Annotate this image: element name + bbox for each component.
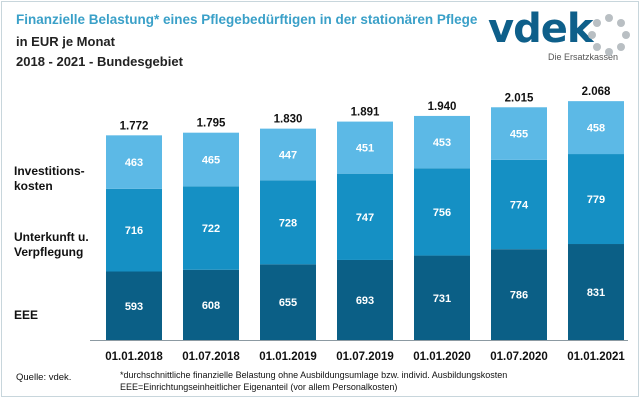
bar-segment-unterkunft xyxy=(260,180,316,265)
value-label-investition: 451 xyxy=(356,143,374,155)
bar-segment-investition xyxy=(414,115,470,169)
x-tick-label: 01.07.2019 xyxy=(336,351,394,363)
bar-segment-unterkunft xyxy=(568,154,624,245)
total-label: 1.940 xyxy=(428,101,457,113)
value-label-eee: 831 xyxy=(587,287,605,299)
value-label-eee: 593 xyxy=(125,301,143,313)
value-label-investition: 455 xyxy=(510,129,528,141)
label-eee: EEE xyxy=(14,308,38,323)
value-label-unterkunft: 756 xyxy=(433,207,451,219)
value-label-unterkunft: 722 xyxy=(202,223,220,235)
x-tick-label: 01.01.2019 xyxy=(259,351,317,363)
bar-segment-eee xyxy=(568,244,624,340)
bar-segment-unterkunft xyxy=(414,168,470,256)
bar-segment-eee xyxy=(414,255,470,340)
label-unterkunft-line2: Verpflegung xyxy=(14,245,84,259)
bar-segment-investition xyxy=(568,101,624,155)
label-unterkunft: Unterkunft u. Verpflegung xyxy=(14,230,89,260)
value-label-unterkunft: 716 xyxy=(125,225,143,237)
bar-segment-eee xyxy=(183,269,239,340)
footnote-belastung: *durchschnittliche finanzielle Belastung… xyxy=(120,370,508,380)
bar-segment-investition xyxy=(491,107,547,160)
value-label-eee: 655 xyxy=(279,297,297,309)
label-investitionskosten-line2: kosten xyxy=(14,179,53,193)
value-label-eee: 786 xyxy=(510,290,528,302)
value-label-investition: 447 xyxy=(279,149,297,161)
x-tick-label: 01.01.2021 xyxy=(567,351,625,363)
bar-segment-investition xyxy=(106,135,162,189)
value-label-unterkunft: 747 xyxy=(356,212,374,224)
total-label: 1.830 xyxy=(274,114,303,126)
value-label-unterkunft: 779 xyxy=(587,194,605,206)
label-investitionskosten-line1: Investitions- xyxy=(14,164,85,178)
total-label: 2.015 xyxy=(505,92,534,104)
total-label: 1.891 xyxy=(351,107,380,119)
bar-segment-eee xyxy=(337,259,393,340)
label-investitionskosten: Investitions- kosten xyxy=(14,164,85,194)
value-label-unterkunft: 774 xyxy=(510,200,529,212)
total-label: 1.795 xyxy=(197,118,226,130)
label-unterkunft-line1: Unterkunft u. xyxy=(14,230,89,244)
chart-subtitle-period: 2018 - 2021 - Bundesgebiet xyxy=(16,54,183,69)
chart-subtitle-unit: in EUR je Monat xyxy=(16,34,115,49)
total-label: 1.772 xyxy=(120,120,149,132)
bar-segment-eee xyxy=(491,249,547,340)
chart-title: Finanzielle Belastung* eines Pflegebedür… xyxy=(16,12,478,27)
value-label-investition: 465 xyxy=(202,155,220,167)
bar-segment-unterkunft xyxy=(106,188,162,272)
x-tick-label: 01.01.2018 xyxy=(105,351,163,363)
vdek-logo: vdek Die Ersatzkassen xyxy=(488,6,636,66)
x-tick-label: 01.01.2020 xyxy=(413,351,471,363)
x-tick-label: 01.07.2018 xyxy=(182,351,240,363)
value-label-eee: 731 xyxy=(433,293,451,305)
bar-segment-investition xyxy=(260,128,316,181)
value-label-investition: 453 xyxy=(433,137,451,149)
bar-segment-eee xyxy=(260,264,316,340)
footnote-eee: EEE=Einrichtungseinheitlicher Eigenantei… xyxy=(120,382,398,392)
x-tick-label: 01.07.2020 xyxy=(490,351,548,363)
value-label-eee: 693 xyxy=(356,295,374,307)
logo-ring-icon xyxy=(588,14,630,56)
label-eee-line1: EEE xyxy=(14,308,39,322)
logo-wordmark: vdek xyxy=(488,6,593,52)
bar-segment-eee xyxy=(106,271,162,340)
bar-segment-unterkunft xyxy=(337,173,393,260)
bar-segment-investition xyxy=(337,121,393,174)
value-label-unterkunft: 728 xyxy=(279,217,297,229)
total-label: 2.068 xyxy=(582,86,611,98)
source-note: Quelle: vdek. xyxy=(16,372,72,383)
value-label-investition: 463 xyxy=(125,157,143,169)
bar-segment-unterkunft xyxy=(183,186,239,270)
bar-segment-unterkunft xyxy=(491,159,547,250)
value-label-eee: 608 xyxy=(202,300,220,312)
value-label-investition: 458 xyxy=(587,123,605,135)
logo-tagline: Die Ersatzkassen xyxy=(548,52,619,62)
bar-segment-investition xyxy=(183,132,239,187)
